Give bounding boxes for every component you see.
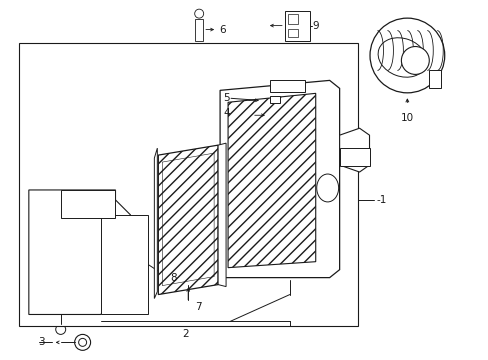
Polygon shape (339, 128, 369, 172)
Text: 2: 2 (182, 329, 188, 339)
Bar (195, 19, 203, 41)
Bar (269, 80, 304, 92)
Bar (101, 215, 148, 315)
Polygon shape (154, 148, 157, 298)
Bar (287, 28, 297, 37)
Text: 5: 5 (223, 93, 229, 103)
Polygon shape (29, 190, 130, 315)
Text: 3: 3 (38, 337, 44, 347)
Text: 8: 8 (170, 273, 177, 283)
Bar (287, 14, 297, 24)
Text: 4: 4 (223, 108, 229, 118)
Bar (269, 96, 279, 103)
Bar (285, 11, 309, 41)
Polygon shape (218, 143, 225, 287)
Ellipse shape (369, 18, 444, 93)
Ellipse shape (401, 46, 428, 75)
Bar (339, 148, 369, 166)
Bar (428, 71, 440, 88)
Text: -1: -1 (376, 195, 386, 205)
Bar (61, 190, 115, 218)
Bar (19, 42, 357, 327)
Text: 7: 7 (195, 302, 202, 311)
Polygon shape (227, 93, 315, 268)
Text: 10: 10 (400, 113, 413, 123)
Polygon shape (220, 80, 339, 278)
Text: 9: 9 (312, 21, 319, 31)
Text: 6: 6 (219, 24, 225, 35)
Polygon shape (158, 145, 218, 294)
Ellipse shape (316, 174, 338, 202)
